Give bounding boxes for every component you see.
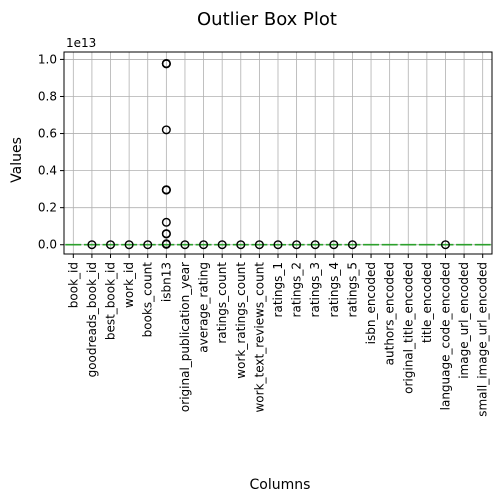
x-tick-label: title_encoded: [420, 262, 434, 343]
outlier-point: [180, 240, 190, 250]
y-tick-label: 0.2: [38, 201, 57, 215]
outlier-point: [440, 240, 450, 250]
x-tick-label: work_text_reviews_count: [252, 262, 266, 413]
outlier-point: [161, 239, 171, 249]
outlier-point: [161, 217, 171, 227]
x-tick-label: ratings_5: [345, 262, 359, 317]
x-tick-label: image_url_encoded: [457, 262, 471, 379]
outlier-point: [161, 185, 171, 195]
x-tick-label: work_id: [122, 262, 136, 308]
outlier-point: [87, 240, 97, 250]
x-tick-label: language_code_encoded: [438, 262, 452, 410]
y-tick-label: 0.6: [38, 127, 57, 141]
x-tick-label: work_ratings_count: [234, 262, 248, 379]
x-tick-label: book_id: [66, 262, 80, 308]
y-axis-label: Values: [9, 137, 25, 183]
x-tick-label: average_rating: [197, 262, 211, 353]
y-tick-label: 0.4: [38, 164, 57, 178]
outlier-point: [292, 240, 302, 250]
y-tick-label: 0.8: [38, 89, 57, 103]
outlier-point: [143, 240, 153, 250]
x-axis: book_id goodreads_book_id best_book_id work…: [66, 254, 490, 417]
x-tick-label: isbn_encoded: [364, 262, 378, 344]
outlier-point: [161, 125, 171, 135]
outlier-point: [236, 240, 246, 250]
outlier-point: [310, 240, 320, 250]
x-tick-label: ratings_count: [215, 262, 229, 344]
x-tick-label: goodreads_book_id: [85, 262, 99, 377]
outlier-point: [161, 59, 171, 69]
y-tick-label: 0.0: [38, 238, 57, 252]
x-tick-label: small_image_url_encoded: [476, 262, 490, 417]
outlier-point: [347, 240, 357, 250]
outlier-point: [199, 240, 209, 250]
x-tick-label: best_book_id: [104, 262, 118, 340]
outlier-point: [217, 240, 227, 250]
x-tick-label: isbn13: [159, 262, 173, 302]
grid: [64, 52, 492, 254]
chart-title: Outlier Box Plot: [197, 9, 337, 30]
x-tick-label: ratings_1: [271, 262, 285, 317]
box-plots: [65, 58, 491, 250]
x-tick-label: ratings_2: [290, 262, 304, 317]
y-axis: 0.0 0.2 0.4 0.6 0.8 1.0: [38, 52, 64, 252]
x-tick-label: original_title_encoded: [401, 262, 415, 394]
y-offset-label: 1e13: [66, 36, 96, 50]
x-tick-label: books_count: [141, 262, 155, 338]
outlier-point: [273, 240, 283, 250]
x-tick-label: authors_encoded: [383, 262, 397, 365]
outlier-point: [329, 240, 339, 250]
x-tick-label: ratings_3: [308, 262, 322, 317]
outlier-point: [124, 240, 134, 250]
outlier-point: [161, 229, 171, 239]
outlier-point: [106, 240, 116, 250]
x-tick-label: ratings_4: [327, 262, 341, 317]
x-tick-label: original_publication_year: [178, 262, 192, 412]
outlier-point: [254, 240, 264, 250]
y-tick-label: 1.0: [38, 52, 57, 66]
x-axis-label: Columns: [250, 477, 311, 493]
